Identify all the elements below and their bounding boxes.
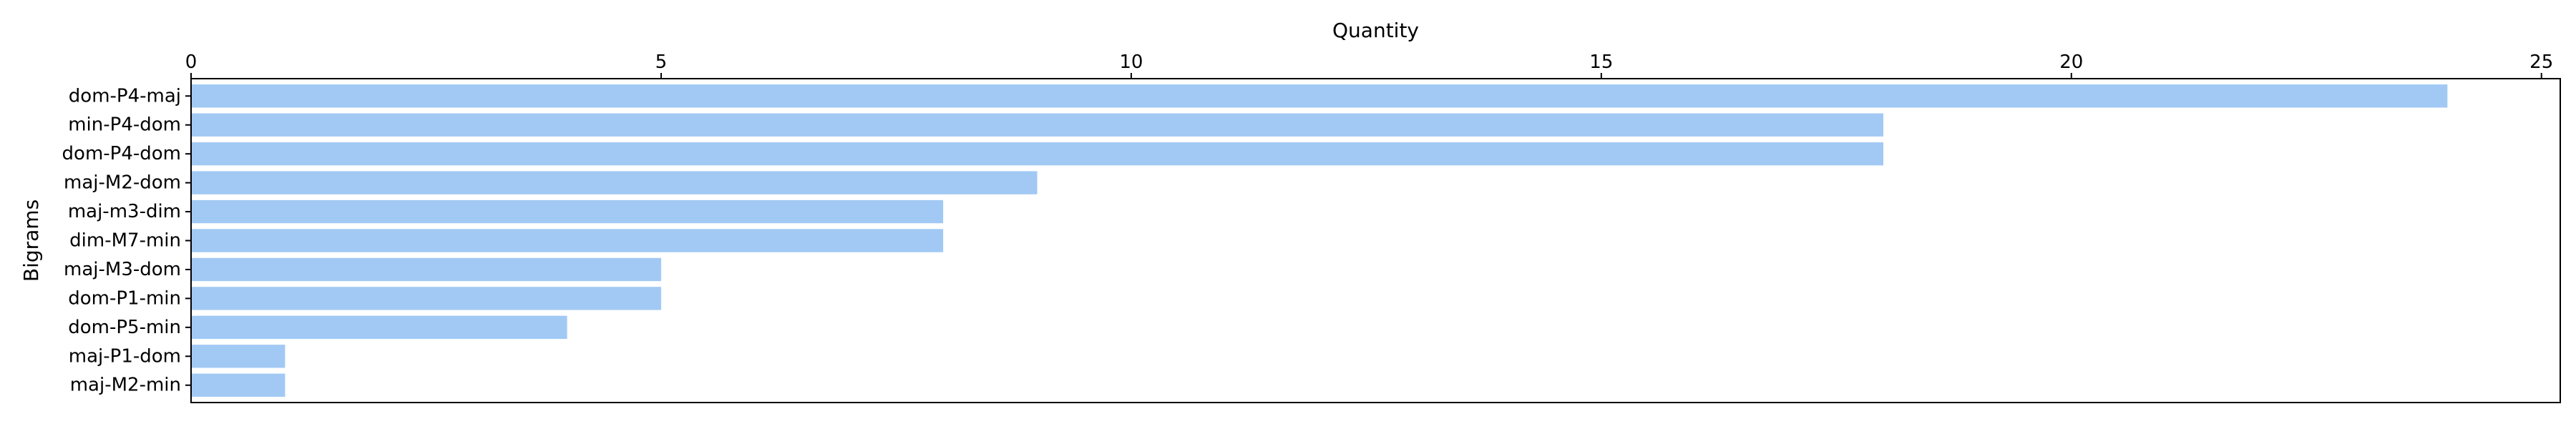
bars-group [191,84,2448,397]
y-tick-label: maj-M2-dom [64,172,181,194]
x-tick-label: 10 [1119,51,1143,73]
bar [191,345,286,368]
y-tick-label: dom-P4-maj [69,85,181,107]
bar [191,229,944,252]
x-tick-label: 5 [655,51,668,73]
bar [191,287,661,310]
bar [191,84,2448,108]
x-tick-label: 20 [2059,51,2083,73]
y-tick-label: maj-M2-min [70,375,181,396]
y-axis-title: Bigrams [19,199,43,282]
bar [191,257,661,282]
bar [191,315,567,340]
y-tick-label: maj-m3-dim [68,201,181,222]
bar [191,199,944,224]
y-tick-label: dim-M7-min [69,230,181,252]
x-axis-title: Quantity [1332,19,1419,42]
bar [191,113,1883,137]
x-tick-label: 25 [2529,51,2553,73]
bar [191,373,286,397]
x-ticks-group: 0 5 10 15 20 25 [185,51,2553,79]
y-tick-label: dom-P4-dom [62,143,181,164]
plot-frame [190,78,2561,403]
y-tick-label: min-P4-dom [68,114,181,136]
x-tick-label: 0 [185,51,197,73]
y-tick-label: maj-P1-dom [69,345,181,367]
y-tick-label: maj-M3-dom [64,259,181,280]
y-tick-label: dom-P1-min [68,287,181,309]
x-tick-label: 15 [1589,51,1613,73]
y-tick-label: dom-P5-min [68,317,181,338]
y-ticks-group: dom-P4-maj min-P4-dom dom-P4-dom maj-M2-dom… [62,85,191,396]
bar [191,171,1038,194]
bar [191,142,1883,166]
